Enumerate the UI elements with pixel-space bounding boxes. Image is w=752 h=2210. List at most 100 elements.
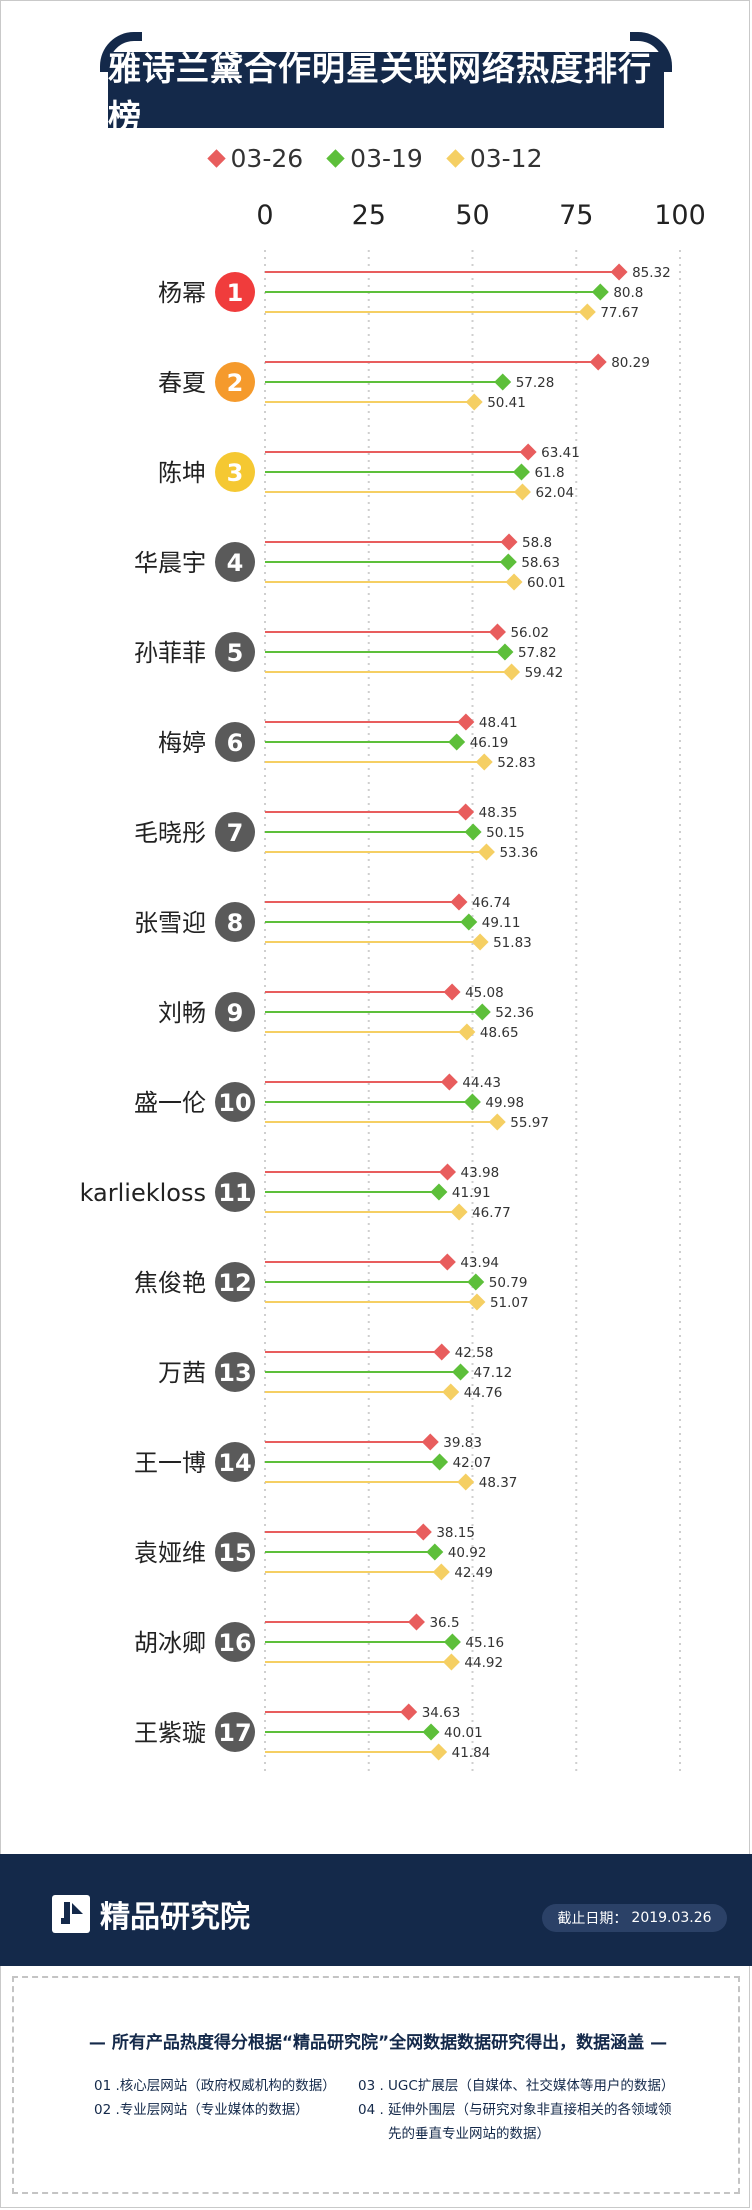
- data-label: 80.8: [613, 285, 643, 301]
- data-label: 63.41: [541, 445, 580, 461]
- data-label: 51.83: [493, 935, 532, 951]
- celebrity-name: 梅婷: [158, 729, 206, 757]
- rank-badge: [215, 992, 255, 1032]
- data-point-marker: [442, 1653, 460, 1671]
- data-point-marker: [422, 1723, 440, 1741]
- data-label: 47.12: [474, 1365, 513, 1381]
- legend-marker-0312: [446, 148, 465, 168]
- data-point-marker: [465, 393, 483, 411]
- data-point-marker: [488, 1113, 506, 1131]
- data-label: 61.8: [534, 465, 564, 481]
- data-label: 38.15: [436, 1525, 475, 1541]
- data-point-marker: [519, 443, 537, 461]
- data-point-marker: [463, 1093, 481, 1111]
- data-point-marker: [500, 533, 518, 551]
- data-label: 46.74: [472, 895, 511, 911]
- rank-badge: [215, 452, 255, 492]
- data-point-marker: [513, 483, 531, 501]
- data-point-marker: [452, 1363, 470, 1381]
- data-label: 48.65: [480, 1025, 519, 1041]
- data-point-marker: [431, 1453, 449, 1471]
- data-point-marker: [464, 823, 482, 841]
- data-label: 56.02: [510, 625, 549, 641]
- note-item-3: 03 . UGC扩展层（自媒体、社交媒体等用户的数据）: [358, 2078, 675, 2094]
- data-label: 57.82: [518, 645, 557, 661]
- banner-left-ornament: [100, 32, 142, 72]
- celebrity-name: 万茜: [158, 1359, 206, 1387]
- page-title: 雅诗兰黛合作明星关联网络热度排行榜: [108, 49, 664, 136]
- data-point-marker: [589, 353, 607, 371]
- data-label: 42.58: [455, 1345, 494, 1361]
- rank-number: 1: [227, 279, 244, 307]
- celebrity-name: 王紫璇: [134, 1719, 206, 1747]
- data-label: 45.16: [465, 1635, 504, 1651]
- note-item-2: 02 .专业层网站（专业媒体的数据）: [94, 2102, 309, 2118]
- x-tick-label: 100: [654, 200, 706, 231]
- rank-badge: [215, 632, 255, 672]
- data-label: 34.63: [422, 1705, 461, 1721]
- rank-number: 16: [218, 1629, 251, 1657]
- rank-badge: [215, 1262, 255, 1302]
- data-label: 48.41: [479, 715, 518, 731]
- legend-item-0326: 03-26: [206, 143, 304, 173]
- x-tick-label: 50: [455, 200, 489, 231]
- data-label: 43.98: [461, 1165, 500, 1181]
- data-label: 58.63: [521, 555, 560, 571]
- rank-badge: [215, 1442, 255, 1482]
- data-point-marker: [414, 1523, 432, 1541]
- data-point-marker: [457, 803, 475, 821]
- rank-number: 8: [227, 909, 244, 937]
- rank-number: 5: [227, 639, 244, 667]
- celebrity-name: 张雪迎: [134, 909, 206, 937]
- data-label: 49.98: [485, 1095, 524, 1111]
- data-label: 44.76: [464, 1385, 503, 1401]
- data-point-marker: [432, 1563, 450, 1581]
- data-label: 51.07: [490, 1295, 529, 1311]
- celebrity-name: 陈坤: [158, 459, 206, 487]
- data-label: 53.36: [499, 845, 538, 861]
- legend-marker-0326: [206, 148, 226, 168]
- data-point-marker: [503, 663, 521, 681]
- data-point-marker: [400, 1703, 418, 1721]
- rank-number: 12: [218, 1269, 251, 1297]
- data-label: 85.32: [632, 265, 671, 281]
- rank-number: 7: [227, 819, 244, 847]
- cutoff-date-value: 2019.03.26: [631, 1910, 712, 1926]
- rank-badge: [215, 902, 255, 942]
- data-point-marker: [457, 713, 475, 731]
- methodology-note: — 所有产品热度得分根据“精品研究院”全网数据数据研究得出，数据涵盖 — 01 …: [12, 1976, 740, 2194]
- rank-number: 6: [227, 729, 244, 757]
- data-point-marker: [591, 283, 609, 301]
- note-item-4b: 先的垂直专业网站的数据）: [388, 2126, 550, 2142]
- data-point-marker: [439, 1163, 457, 1181]
- data-point-marker: [494, 373, 512, 391]
- data-point-marker: [443, 983, 461, 1001]
- data-label: 42.07: [453, 1455, 492, 1471]
- celebrity-name: 杨幂: [158, 279, 206, 307]
- legend-label-0326: 03-26: [230, 143, 304, 173]
- data-label: 57.28: [516, 375, 555, 391]
- celebrity-name: 焦俊艳: [134, 1269, 206, 1297]
- celebrity-name: 华晨宇: [134, 549, 206, 577]
- data-point-marker: [443, 1633, 461, 1651]
- data-label: 49.11: [482, 915, 521, 931]
- data-label: 58.8: [522, 535, 552, 551]
- data-label: 50.79: [489, 1275, 528, 1291]
- data-label: 60.01: [527, 575, 566, 591]
- data-point-marker: [430, 1743, 448, 1761]
- rank-number: 11: [218, 1179, 251, 1207]
- data-point-marker: [450, 893, 468, 911]
- note-item-1: 01 .核心层网站（政府权威机构的数据）: [94, 2078, 336, 2094]
- data-point-marker: [471, 933, 489, 951]
- data-label: 50.15: [486, 825, 525, 841]
- celebrity-name: karliekloss: [80, 1179, 206, 1207]
- celebrity-name: 春夏: [158, 369, 206, 397]
- rank-number: 9: [227, 999, 244, 1027]
- data-label: 36.5: [429, 1615, 459, 1631]
- data-label: 52.36: [495, 1005, 534, 1021]
- data-label: 80.29: [611, 355, 650, 371]
- rank-badge: [215, 722, 255, 762]
- data-point-marker: [468, 1293, 486, 1311]
- cutoff-date: 截止日期： 2019.03.26: [542, 1904, 727, 1932]
- rank-number: 14: [218, 1449, 251, 1477]
